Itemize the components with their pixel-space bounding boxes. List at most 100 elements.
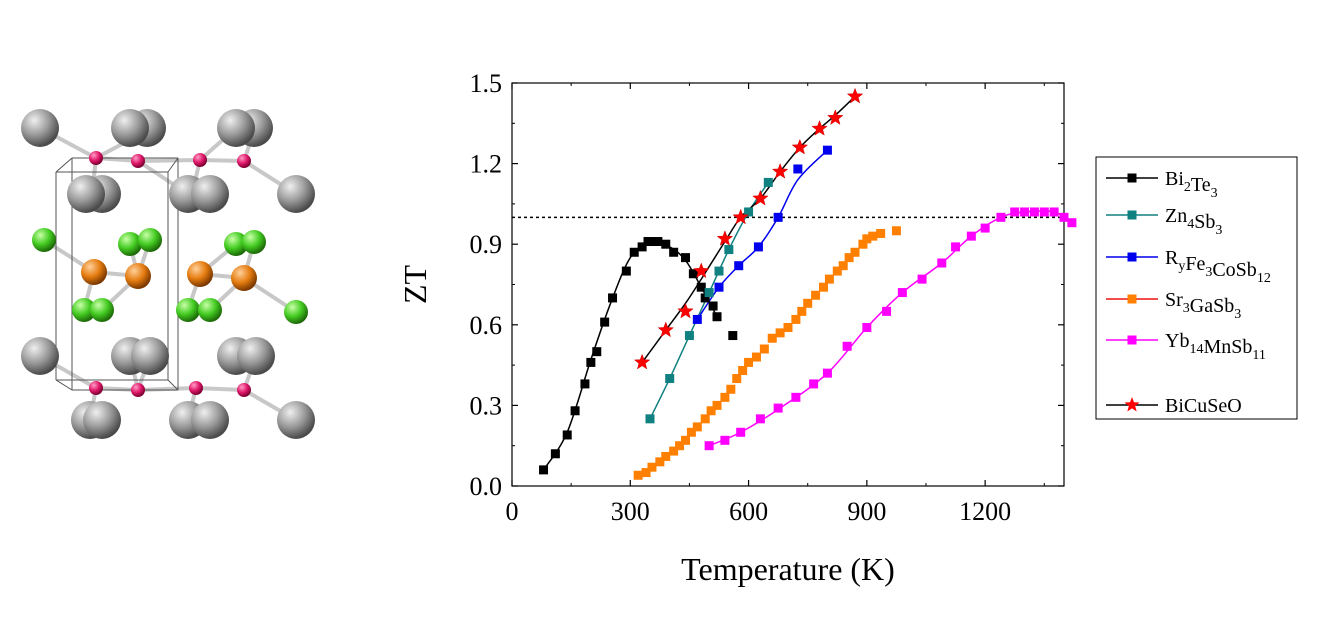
x-tick-label: 300 (611, 497, 650, 526)
bond (194, 386, 246, 392)
x-tick-label: 900 (847, 497, 886, 526)
data-point-star (827, 109, 844, 125)
data-point (728, 331, 738, 341)
data-point (791, 314, 801, 324)
data-point (692, 314, 702, 324)
data-point (1059, 212, 1069, 222)
atom (131, 337, 169, 375)
data-point (680, 435, 690, 445)
data-point (832, 266, 842, 276)
y-tick-label: 0.0 (470, 472, 503, 501)
data-point (783, 322, 793, 332)
atom (277, 401, 315, 439)
data-point (996, 212, 1006, 222)
data-point (675, 441, 685, 451)
data-point (550, 449, 560, 459)
crystal-structure-illustration (21, 109, 315, 439)
data-point (744, 357, 754, 367)
atom (284, 300, 308, 324)
data-point (744, 207, 754, 217)
data-point (850, 247, 860, 257)
data-point (696, 282, 706, 292)
data-point (951, 242, 961, 252)
data-point (738, 365, 748, 375)
atom (111, 109, 149, 147)
data-point (647, 462, 657, 472)
data-point (562, 430, 572, 440)
data-point (882, 306, 892, 316)
data-point (586, 357, 596, 367)
data-point (793, 164, 803, 174)
y-axis-label: ZT (397, 265, 433, 305)
atom (89, 381, 103, 395)
y-tick-label: 1.5 (470, 69, 503, 98)
data-point (862, 322, 872, 332)
legend-marker (1127, 294, 1137, 304)
data-point (818, 282, 828, 292)
data-point (633, 470, 643, 480)
data-point (669, 446, 679, 456)
data-point (655, 457, 665, 467)
data-point-star (791, 138, 809, 155)
data-point (966, 231, 976, 241)
data-point (704, 441, 714, 451)
x-axis-label: Temperature (K) (681, 551, 895, 587)
data-point (759, 344, 769, 354)
atom (118, 232, 142, 256)
atom (176, 298, 200, 322)
data-point (706, 406, 716, 416)
data-point (645, 414, 655, 424)
atom (67, 175, 105, 213)
data-point (797, 306, 807, 316)
data-point (669, 247, 679, 257)
data-point (592, 347, 602, 357)
data-point (937, 258, 947, 268)
unit-cell-edge (167, 157, 179, 173)
data-point (980, 223, 990, 233)
legend-label: RyFe3CoSb12 (1165, 247, 1271, 286)
data-point (714, 266, 724, 276)
x-tick-label: 1200 (959, 497, 1011, 526)
data-point (700, 293, 710, 303)
x-tick-label: 600 (729, 497, 768, 526)
data-point (720, 392, 730, 402)
series-markers (539, 87, 1077, 480)
atom (191, 175, 229, 213)
x-axis-ticks: 0 300 600 900 1200 (506, 83, 1045, 526)
data-point (692, 422, 702, 432)
atom (187, 261, 213, 287)
atom (191, 401, 229, 439)
data-point (539, 465, 549, 475)
y-axis-ticks: 0.0 0.3 0.6 0.9 1.2 1.5 (470, 69, 1064, 501)
atom (224, 232, 248, 256)
data-point-star (657, 321, 675, 338)
data-point (570, 406, 580, 416)
x-tick-label: 0 (506, 497, 519, 526)
atom (21, 109, 59, 147)
y-tick-label: 0.3 (470, 391, 503, 420)
data-point (891, 226, 901, 236)
atom (231, 265, 257, 291)
data-point (917, 274, 927, 284)
data-point-star (633, 353, 651, 370)
atom (237, 337, 275, 375)
data-point (868, 231, 878, 241)
atom (90, 298, 114, 322)
legend-label: Bi2Te3 (1165, 168, 1218, 201)
data-point (629, 247, 639, 257)
data-point-star (692, 262, 710, 279)
data-point (876, 228, 886, 238)
atom (131, 154, 145, 168)
data-point (736, 427, 746, 437)
data-point-star (771, 162, 789, 179)
y-tick-label: 1.2 (470, 150, 503, 179)
legend-marker (1127, 210, 1137, 220)
data-point (665, 374, 675, 384)
atom (237, 383, 251, 397)
atom (277, 175, 315, 213)
data-point-star (716, 230, 734, 246)
atom (81, 259, 107, 285)
data-point (621, 266, 631, 276)
atom (125, 263, 151, 289)
